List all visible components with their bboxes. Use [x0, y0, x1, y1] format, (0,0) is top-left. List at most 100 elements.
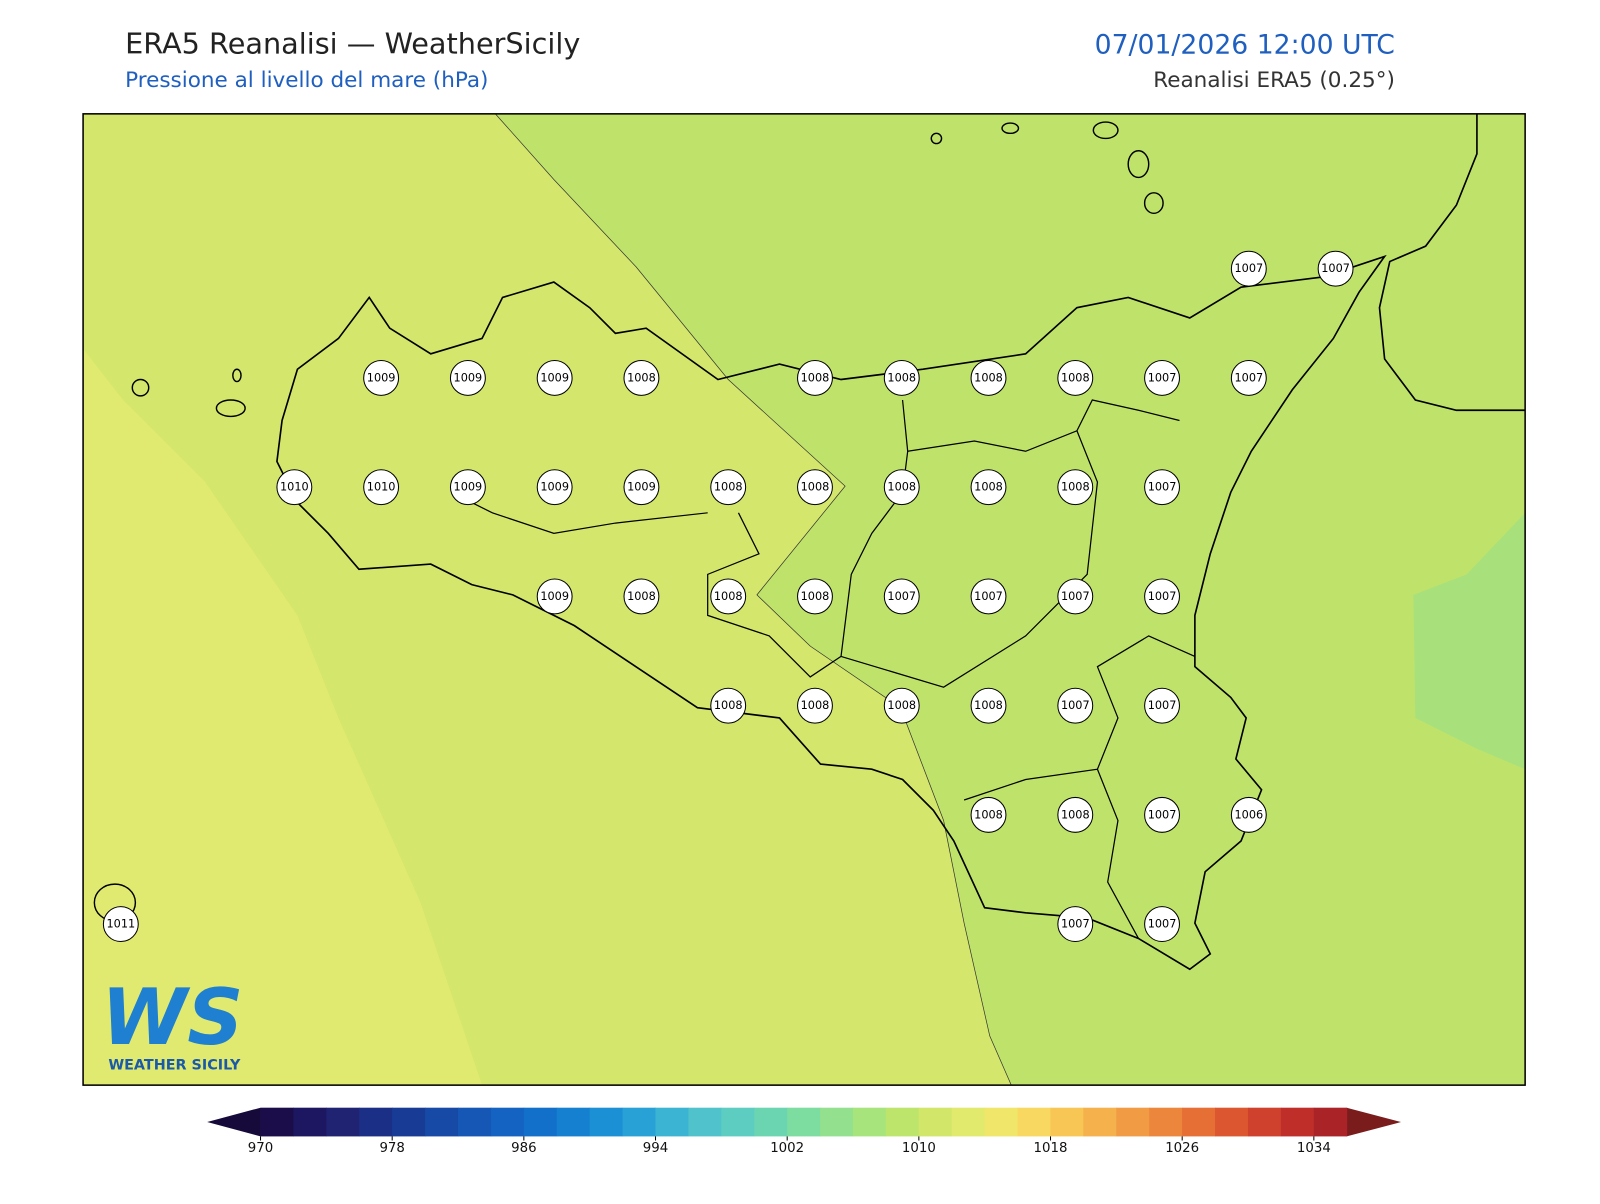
station-value: 1009 [454, 481, 483, 494]
colorbar-bin [721, 1107, 755, 1137]
station-marker [797, 469, 833, 506]
colorbar-bin [1215, 1107, 1249, 1137]
station-marker [710, 687, 747, 724]
colorbar-bin [1116, 1107, 1150, 1137]
map-area: 1007 1007 1009 1009 1009 1008 1008 1008 1008 1008… [83, 113, 1526, 1086]
station-marker [1057, 359, 1094, 396]
colorbar-tick-label: 994 [643, 1141, 668, 1156]
station-value: 1007 [1061, 699, 1090, 712]
colorbar-tick-label: 978 [379, 1141, 404, 1156]
station-value: 1008 [801, 699, 830, 712]
station-marker [797, 359, 833, 396]
station-value: 1007 [1061, 918, 1090, 931]
coastline [276, 254, 1387, 971]
border [963, 635, 1196, 801]
station-value: 1009 [540, 481, 569, 494]
logo-caption: WEATHER SICILY [108, 1058, 241, 1074]
station-marker [797, 687, 833, 724]
colorbar-bin [622, 1107, 656, 1137]
logo-mark: WS [101, 973, 243, 1063]
station-marker [970, 796, 1007, 833]
station-marker [536, 578, 573, 615]
station-value: 1008 [974, 481, 1003, 494]
station-marker [1057, 469, 1094, 506]
colorbar-tick-label: 970 [248, 1141, 273, 1156]
station-value: 1008 [627, 590, 656, 603]
station-marker [363, 359, 400, 396]
island [131, 378, 150, 397]
colorbar-bin [392, 1107, 426, 1137]
colorbar-extend-low [207, 1107, 261, 1137]
station-value: 1009 [367, 371, 396, 384]
station-marker [710, 578, 747, 615]
colorbar-bin [1247, 1107, 1282, 1137]
station-marker [1144, 469, 1180, 506]
station-marker [1144, 906, 1180, 943]
station-marker [970, 578, 1007, 615]
station-value: 1007 [1321, 262, 1350, 275]
colorbar-bin [1149, 1107, 1183, 1137]
station-value: 1009 [540, 371, 569, 384]
contour [495, 113, 1012, 1086]
station-marker [1230, 250, 1267, 287]
colorbar-bin [984, 1107, 1019, 1137]
station-marker [1144, 687, 1180, 724]
station-marker [1057, 796, 1094, 833]
station-marker [623, 359, 660, 396]
colorbar-bin [688, 1107, 722, 1137]
station-value: 1007 [1148, 590, 1177, 603]
field-lowest [1413, 512, 1526, 770]
station-marker [449, 359, 486, 396]
colorbar-bin [820, 1107, 854, 1137]
station-value: 1008 [1061, 371, 1090, 384]
border [840, 430, 1099, 688]
station-value: 1008 [1061, 808, 1090, 821]
station-marker [536, 359, 573, 396]
island [232, 368, 242, 383]
station-value: 1008 [1061, 481, 1090, 494]
colorbar-bin [951, 1107, 986, 1137]
subtitle: Pressione al livello del mare (hPa) [125, 68, 488, 93]
colorbar-bin [754, 1107, 788, 1137]
colorbar-bin [326, 1107, 360, 1137]
station-marker [883, 469, 920, 506]
station-marker [1317, 250, 1354, 287]
station-value: 1008 [801, 590, 830, 603]
station-marker [1230, 796, 1267, 833]
station-value: 1008 [714, 699, 743, 712]
colorbar-tick-label: 1010 [902, 1141, 936, 1156]
colorbar-bin [1083, 1107, 1117, 1137]
colorbar-tick-label: 986 [511, 1141, 536, 1156]
station-value: 1007 [974, 590, 1003, 603]
station-value: 1008 [974, 699, 1003, 712]
station-value: 1008 [887, 481, 916, 494]
colorbar-bin [457, 1107, 492, 1137]
colorbar-bin [787, 1107, 821, 1137]
station-value: 1008 [974, 808, 1003, 821]
island [1092, 121, 1119, 140]
station-marker [1144, 578, 1180, 615]
colorbar-bin [523, 1107, 558, 1137]
station-marker [883, 687, 920, 724]
colorbar-bin [885, 1107, 920, 1137]
station-marker [1057, 687, 1094, 724]
station-marker [363, 469, 400, 506]
station-marker [1144, 796, 1180, 833]
station-value: 1007 [1148, 371, 1177, 384]
station-value: 1009 [540, 590, 569, 603]
colorbar-bin [359, 1107, 393, 1137]
station-value: 1007 [1061, 590, 1090, 603]
island [215, 399, 246, 418]
station-marker [623, 578, 660, 615]
colorbar: 970 978 986 994 1002 1010 1018 1026 1034 [207, 1107, 1402, 1156]
station-value: 1007 [1148, 481, 1177, 494]
island [1001, 122, 1020, 135]
field-high [83, 348, 483, 1086]
station-value: 1010 [367, 481, 396, 494]
colorbar-extend-high [1346, 1107, 1402, 1137]
station-marker [883, 578, 920, 615]
stations: 1007 1007 1009 1009 1009 1008 1008 1008 1008 1008… [102, 250, 1354, 943]
station-value: 1007 [1148, 918, 1177, 931]
station-value: 1009 [627, 481, 656, 494]
